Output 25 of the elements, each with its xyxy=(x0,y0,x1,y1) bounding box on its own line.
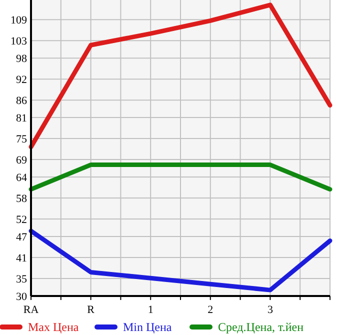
y-tick-label: 30 xyxy=(16,290,28,303)
y-tick-label: 103 xyxy=(10,35,28,48)
y-tick-label: 109 xyxy=(10,14,28,26)
y-tick-label: 81 xyxy=(16,112,27,124)
y-tick-label: 41 xyxy=(16,252,27,264)
y-tick-label: 92 xyxy=(16,74,27,86)
y-tick-label: 75 xyxy=(16,133,28,146)
y-tick-label: 64 xyxy=(16,172,28,184)
y-tick-label: 86 xyxy=(16,94,28,107)
line-series xyxy=(28,2,332,150)
y-tick-label: 98 xyxy=(16,52,28,65)
line-series xyxy=(28,228,332,292)
x-tick-label: 1 xyxy=(148,304,154,316)
y-tick-label: 69 xyxy=(16,154,28,166)
y-tick-label: 52 xyxy=(16,214,27,226)
y-tick-label: 35 xyxy=(16,273,28,286)
legend-label: Max Цена xyxy=(28,320,80,334)
legend-label: Min Цена xyxy=(123,320,172,334)
x-tick-label: R xyxy=(87,304,96,316)
y-tick-label: 47 xyxy=(16,231,28,244)
y-tick-label: 58 xyxy=(16,192,28,205)
x-tick-label: 2 xyxy=(208,304,214,316)
legend-label: Сред.Цена, т.йен xyxy=(218,320,304,334)
x-tick-label: 3 xyxy=(267,304,274,316)
x-tick-label: RA xyxy=(23,304,39,316)
